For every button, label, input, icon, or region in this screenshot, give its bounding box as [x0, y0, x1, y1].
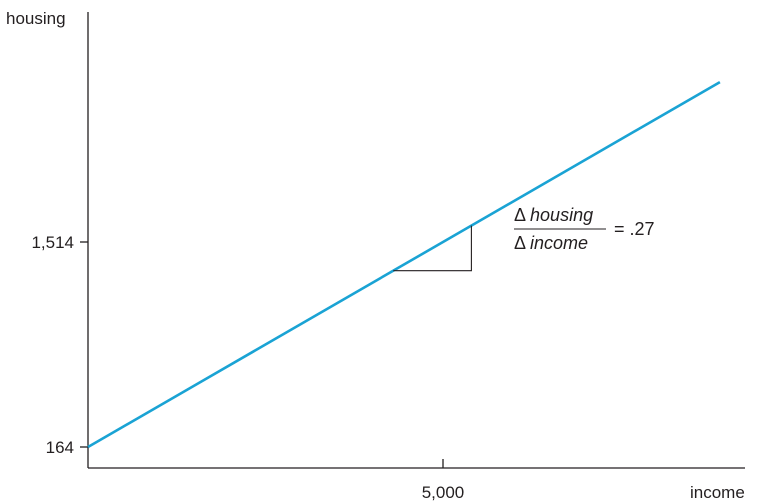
denominator-delta: Δ	[514, 233, 526, 253]
x-axis-title: income	[690, 483, 745, 502]
numerator-delta: Δ	[514, 205, 526, 225]
numerator-var: housing	[530, 205, 593, 225]
y-axis-title: housing	[6, 9, 66, 28]
y-ticks: 164 1,514	[31, 233, 88, 457]
x-ticks: 5,000	[422, 459, 465, 502]
series-layer	[87, 80, 721, 449]
x-tick-label: 5,000	[422, 483, 465, 502]
denominator-var: income	[530, 233, 588, 253]
slope-triangle	[393, 225, 472, 272]
y-tick-label: 164	[46, 438, 74, 457]
slope-value: = .27	[614, 219, 655, 239]
series-line	[87, 80, 721, 449]
y-tick-label: 1,514	[31, 233, 74, 252]
